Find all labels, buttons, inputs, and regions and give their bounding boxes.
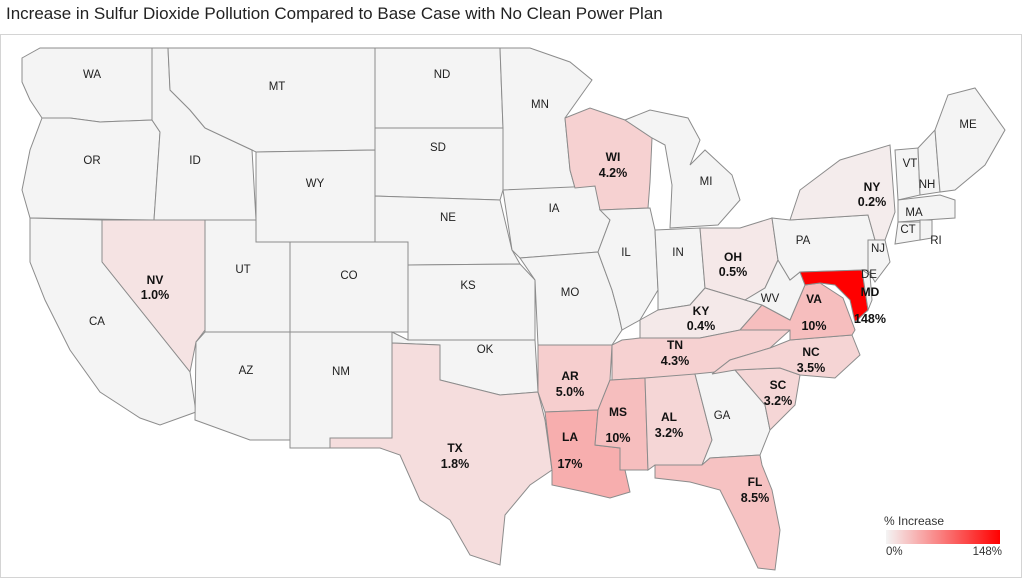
state-ks[interactable]	[407, 263, 536, 341]
label-az: AZ	[239, 365, 254, 377]
label-ca: CA	[89, 316, 105, 328]
label-vt: VT	[903, 158, 918, 170]
label-oh: OH	[724, 250, 742, 264]
label-va: VA	[806, 292, 822, 306]
label-nj: NJ	[871, 243, 885, 255]
state-de[interactable]	[861, 269, 873, 312]
label-wv: WV	[761, 293, 780, 305]
label-fl: FL	[748, 475, 763, 489]
state-nd[interactable]	[374, 47, 504, 129]
value-ny: 0.2%	[858, 195, 887, 209]
label-nv: NV	[147, 273, 164, 287]
state-ca[interactable]	[29, 217, 197, 426]
state-il[interactable]	[597, 207, 659, 331]
value-ky: 0.4%	[687, 319, 716, 333]
state-me[interactable]	[934, 87, 1006, 193]
label-il: IL	[621, 247, 631, 259]
state-fl[interactable]	[654, 454, 781, 571]
state-tx[interactable]	[329, 342, 553, 566]
label-nc: NC	[802, 345, 820, 359]
legend-min-label: 0%	[886, 546, 903, 558]
state-ny[interactable]	[789, 144, 896, 241]
value-sc: 3.2%	[764, 394, 793, 408]
label-mi: MI	[700, 176, 713, 188]
label-ar: AR	[561, 369, 579, 383]
label-ny: NY	[864, 180, 881, 194]
label-me: ME	[959, 119, 977, 131]
state-nj[interactable]	[867, 239, 891, 283]
label-tn: TN	[667, 338, 683, 352]
label-mn: MN	[531, 99, 549, 111]
legend-color-scale	[886, 530, 1000, 544]
label-id: ID	[189, 155, 201, 167]
value-md: 148%	[854, 312, 886, 326]
label-ct: CT	[900, 224, 915, 236]
legend-max-label: 148%	[972, 546, 1002, 558]
label-nh: NH	[919, 179, 936, 191]
value-va: 10%	[801, 319, 826, 333]
label-de: DE	[861, 269, 877, 281]
legend: % Increase 0% 148%	[884, 514, 1004, 564]
legend-title: % Increase	[884, 514, 945, 528]
label-ok: OK	[477, 344, 494, 356]
value-la: 17%	[557, 457, 582, 471]
value-nv: 1.0%	[141, 288, 170, 302]
label-in: IN	[672, 247, 684, 259]
label-or: OR	[83, 155, 100, 167]
value-fl: 8.5%	[741, 491, 770, 505]
map-frame	[0, 34, 1022, 578]
state-az[interactable]	[194, 331, 291, 441]
label-mo: MO	[561, 287, 580, 299]
label-ks: KS	[460, 280, 476, 292]
label-co: CO	[340, 270, 357, 282]
label-wy: WY	[306, 178, 325, 190]
value-al: 3.2%	[655, 426, 684, 440]
state-ri[interactable]	[919, 219, 933, 241]
label-ri: RI	[930, 235, 942, 247]
state-wa[interactable]	[21, 47, 153, 123]
value-ms: 10%	[605, 431, 630, 445]
label-sc: SC	[770, 378, 787, 392]
label-ne: NE	[440, 212, 456, 224]
value-tn: 4.3%	[661, 354, 690, 368]
value-nc: 3.5%	[797, 361, 826, 375]
label-ut: UT	[235, 264, 250, 276]
label-ms: MS	[609, 405, 627, 419]
state-or[interactable]	[21, 117, 161, 221]
label-mt: MT	[269, 81, 286, 93]
label-md: MD	[861, 285, 880, 299]
state-nc[interactable]	[711, 334, 861, 379]
state-vt[interactable]	[894, 147, 921, 201]
label-ga: GA	[714, 410, 731, 422]
state-wy[interactable]	[255, 149, 376, 243]
state-sd[interactable]	[374, 127, 504, 201]
label-ma: MA	[905, 207, 923, 219]
label-pa: PA	[796, 235, 811, 247]
value-oh: 0.5%	[719, 265, 748, 279]
value-tx: 1.8%	[441, 457, 470, 471]
value-ar: 5.0%	[556, 385, 585, 399]
state-co[interactable]	[289, 241, 409, 333]
state-ia[interactable]	[502, 185, 611, 259]
label-nd: ND	[434, 69, 451, 81]
label-wa: WA	[83, 69, 101, 81]
label-la: LA	[562, 430, 578, 444]
label-tx: TX	[447, 441, 462, 455]
map-title: Increase in Sulfur Dioxide Pollution Com…	[6, 4, 663, 23]
label-al: AL	[661, 410, 677, 424]
state-nm[interactable]	[289, 331, 393, 449]
label-ky: KY	[693, 304, 710, 318]
label-wi: WI	[606, 150, 621, 164]
value-wi: 4.2%	[599, 166, 628, 180]
label-nm: NM	[332, 366, 350, 378]
state-mi[interactable]	[623, 109, 741, 229]
label-ia: IA	[549, 203, 560, 215]
label-sd: SD	[430, 142, 446, 154]
